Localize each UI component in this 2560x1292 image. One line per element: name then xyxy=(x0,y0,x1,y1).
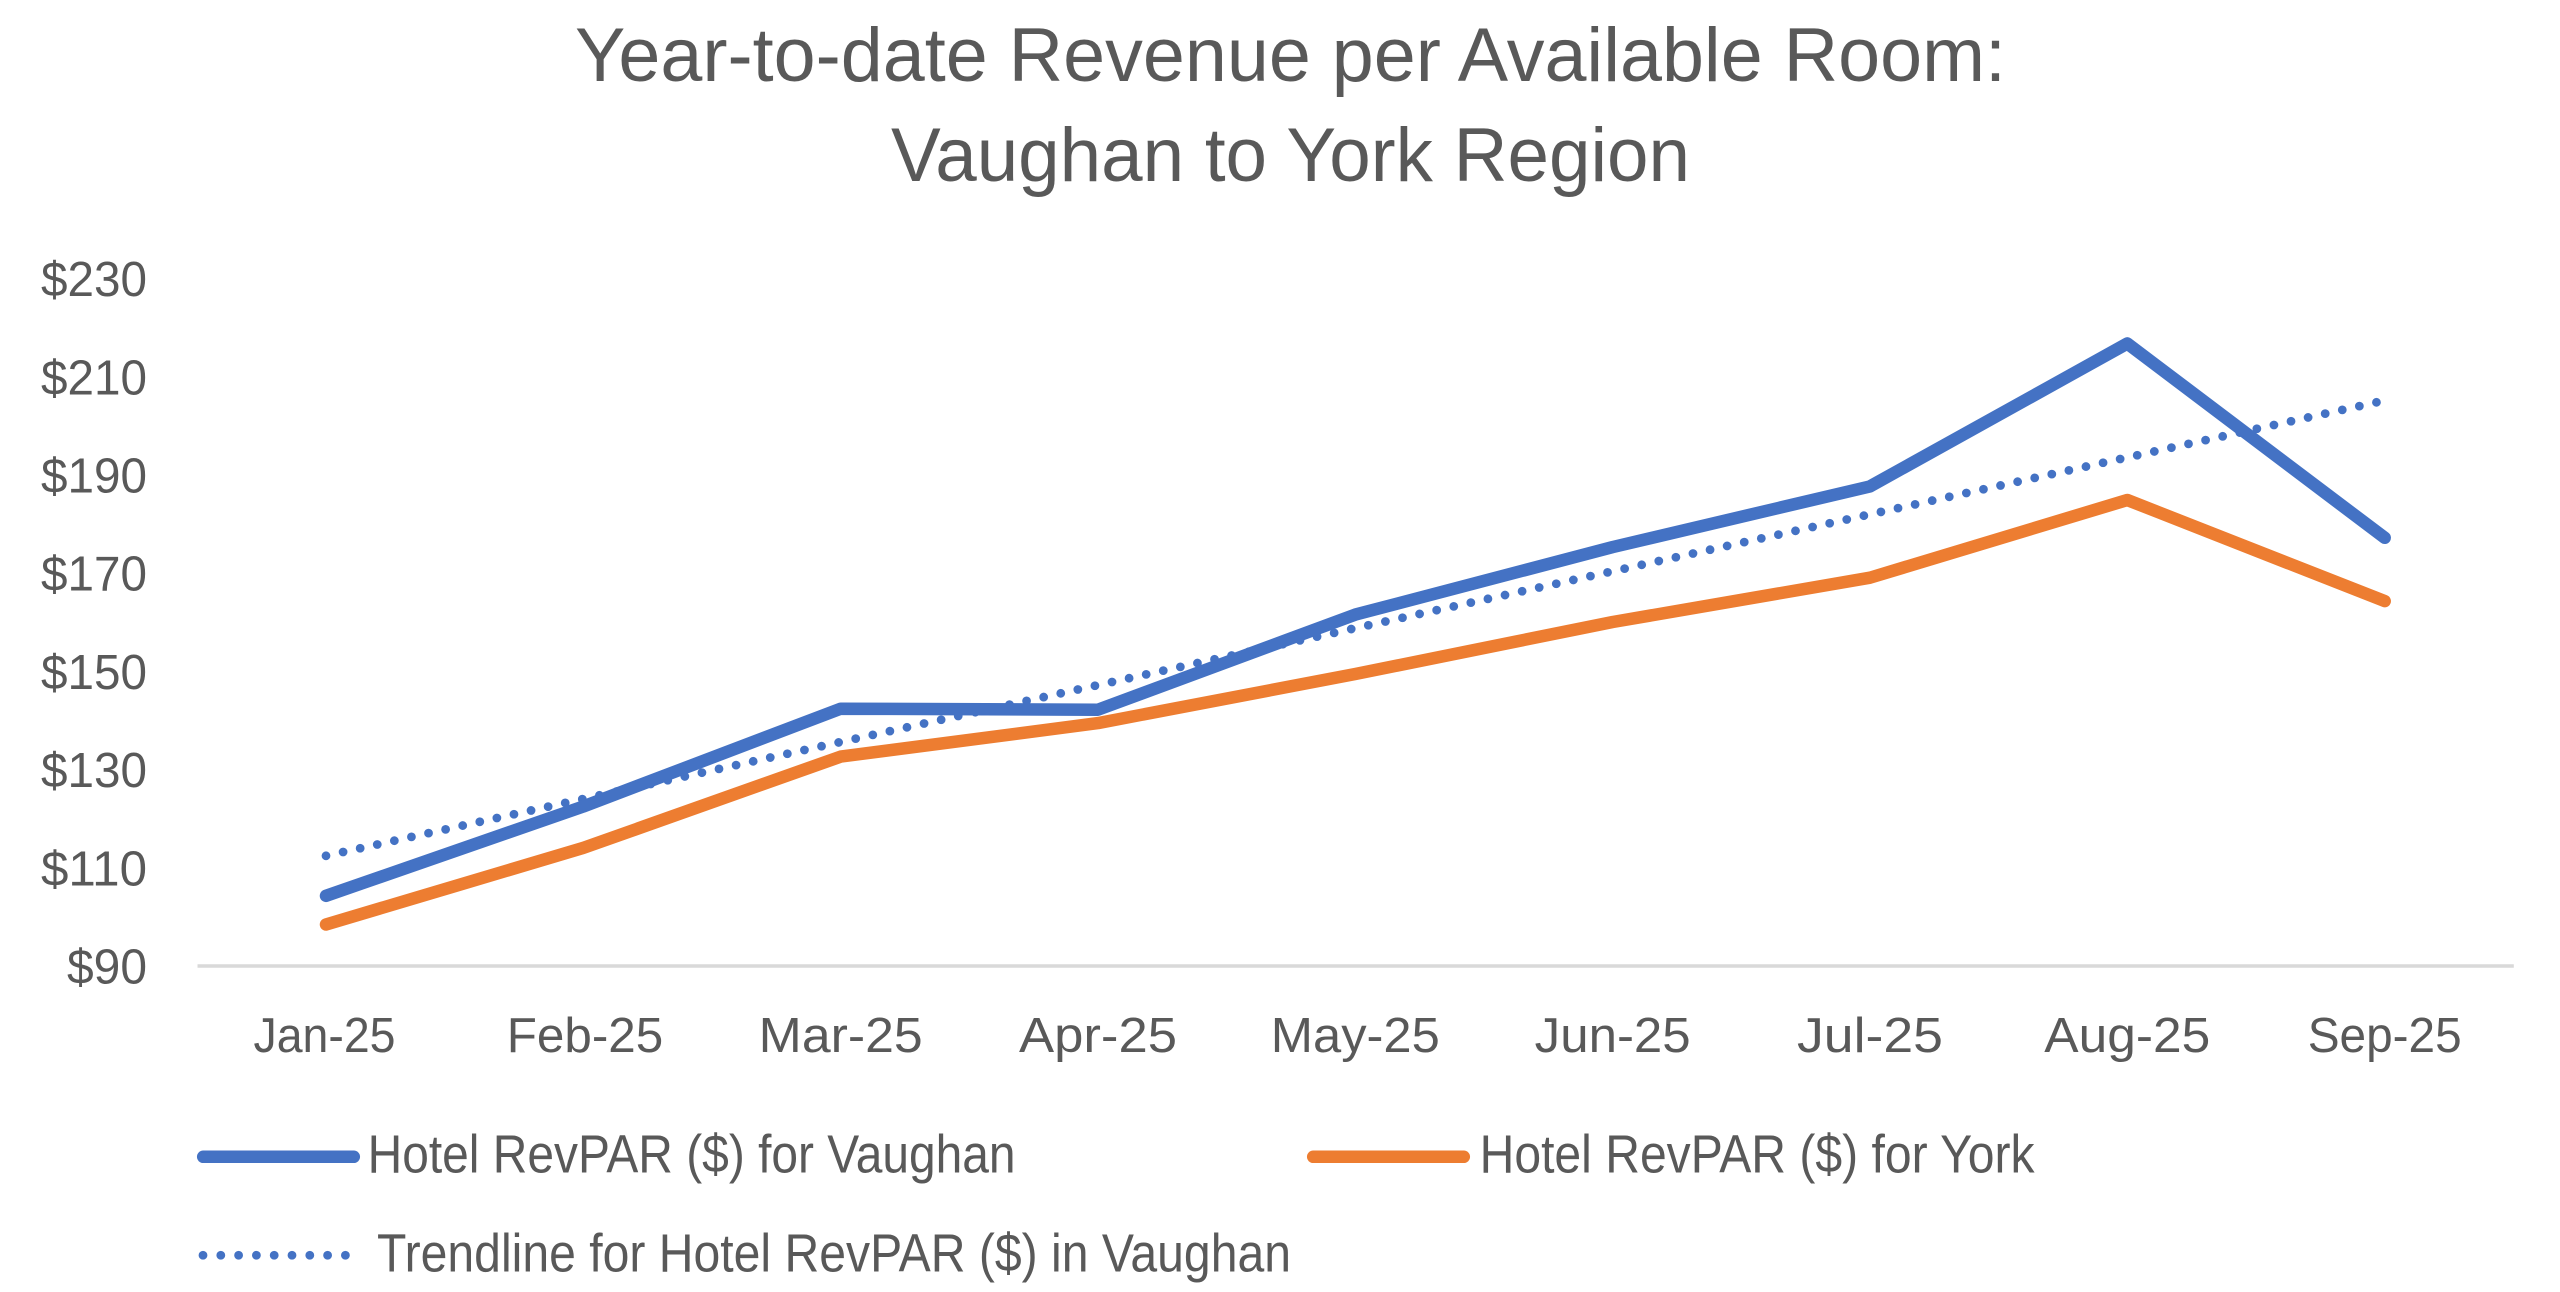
svg-text:Apr-25: Apr-25 xyxy=(1019,1009,1177,1063)
svg-text:Jul-25: Jul-25 xyxy=(1797,1009,1943,1063)
svg-text:$90: $90 xyxy=(67,941,147,995)
svg-text:Aug-25: Aug-25 xyxy=(2044,1009,2210,1063)
svg-text:Trendline for Hotel RevPAR ($): Trendline for Hotel RevPAR ($) in Vaugha… xyxy=(377,1224,1291,1284)
svg-text:Sep-25: Sep-25 xyxy=(2308,1009,2462,1063)
svg-text:Year-to-date Revenue per Avail: Year-to-date Revenue per Available Room: xyxy=(575,13,2006,98)
svg-text:$130: $130 xyxy=(41,744,147,798)
svg-text:$150: $150 xyxy=(41,646,147,700)
svg-text:Hotel RevPAR ($) for York: Hotel RevPAR ($) for York xyxy=(1480,1125,2036,1185)
svg-text:Jun-25: Jun-25 xyxy=(1535,1009,1691,1063)
svg-text:May-25: May-25 xyxy=(1271,1009,1440,1063)
svg-text:Jan-25: Jan-25 xyxy=(254,1009,396,1063)
svg-text:Mar-25: Mar-25 xyxy=(759,1009,923,1063)
svg-text:Feb-25: Feb-25 xyxy=(507,1009,664,1063)
svg-text:$190: $190 xyxy=(41,450,147,504)
svg-text:$230: $230 xyxy=(41,253,147,307)
svg-text:Hotel RevPAR ($) for Vaughan: Hotel RevPAR ($) for Vaughan xyxy=(368,1125,1016,1185)
svg-text:$210: $210 xyxy=(41,351,147,405)
svg-text:$170: $170 xyxy=(41,548,147,602)
svg-text:Vaughan to York Region: Vaughan to York Region xyxy=(891,113,1690,198)
svg-text:$110: $110 xyxy=(41,842,147,896)
